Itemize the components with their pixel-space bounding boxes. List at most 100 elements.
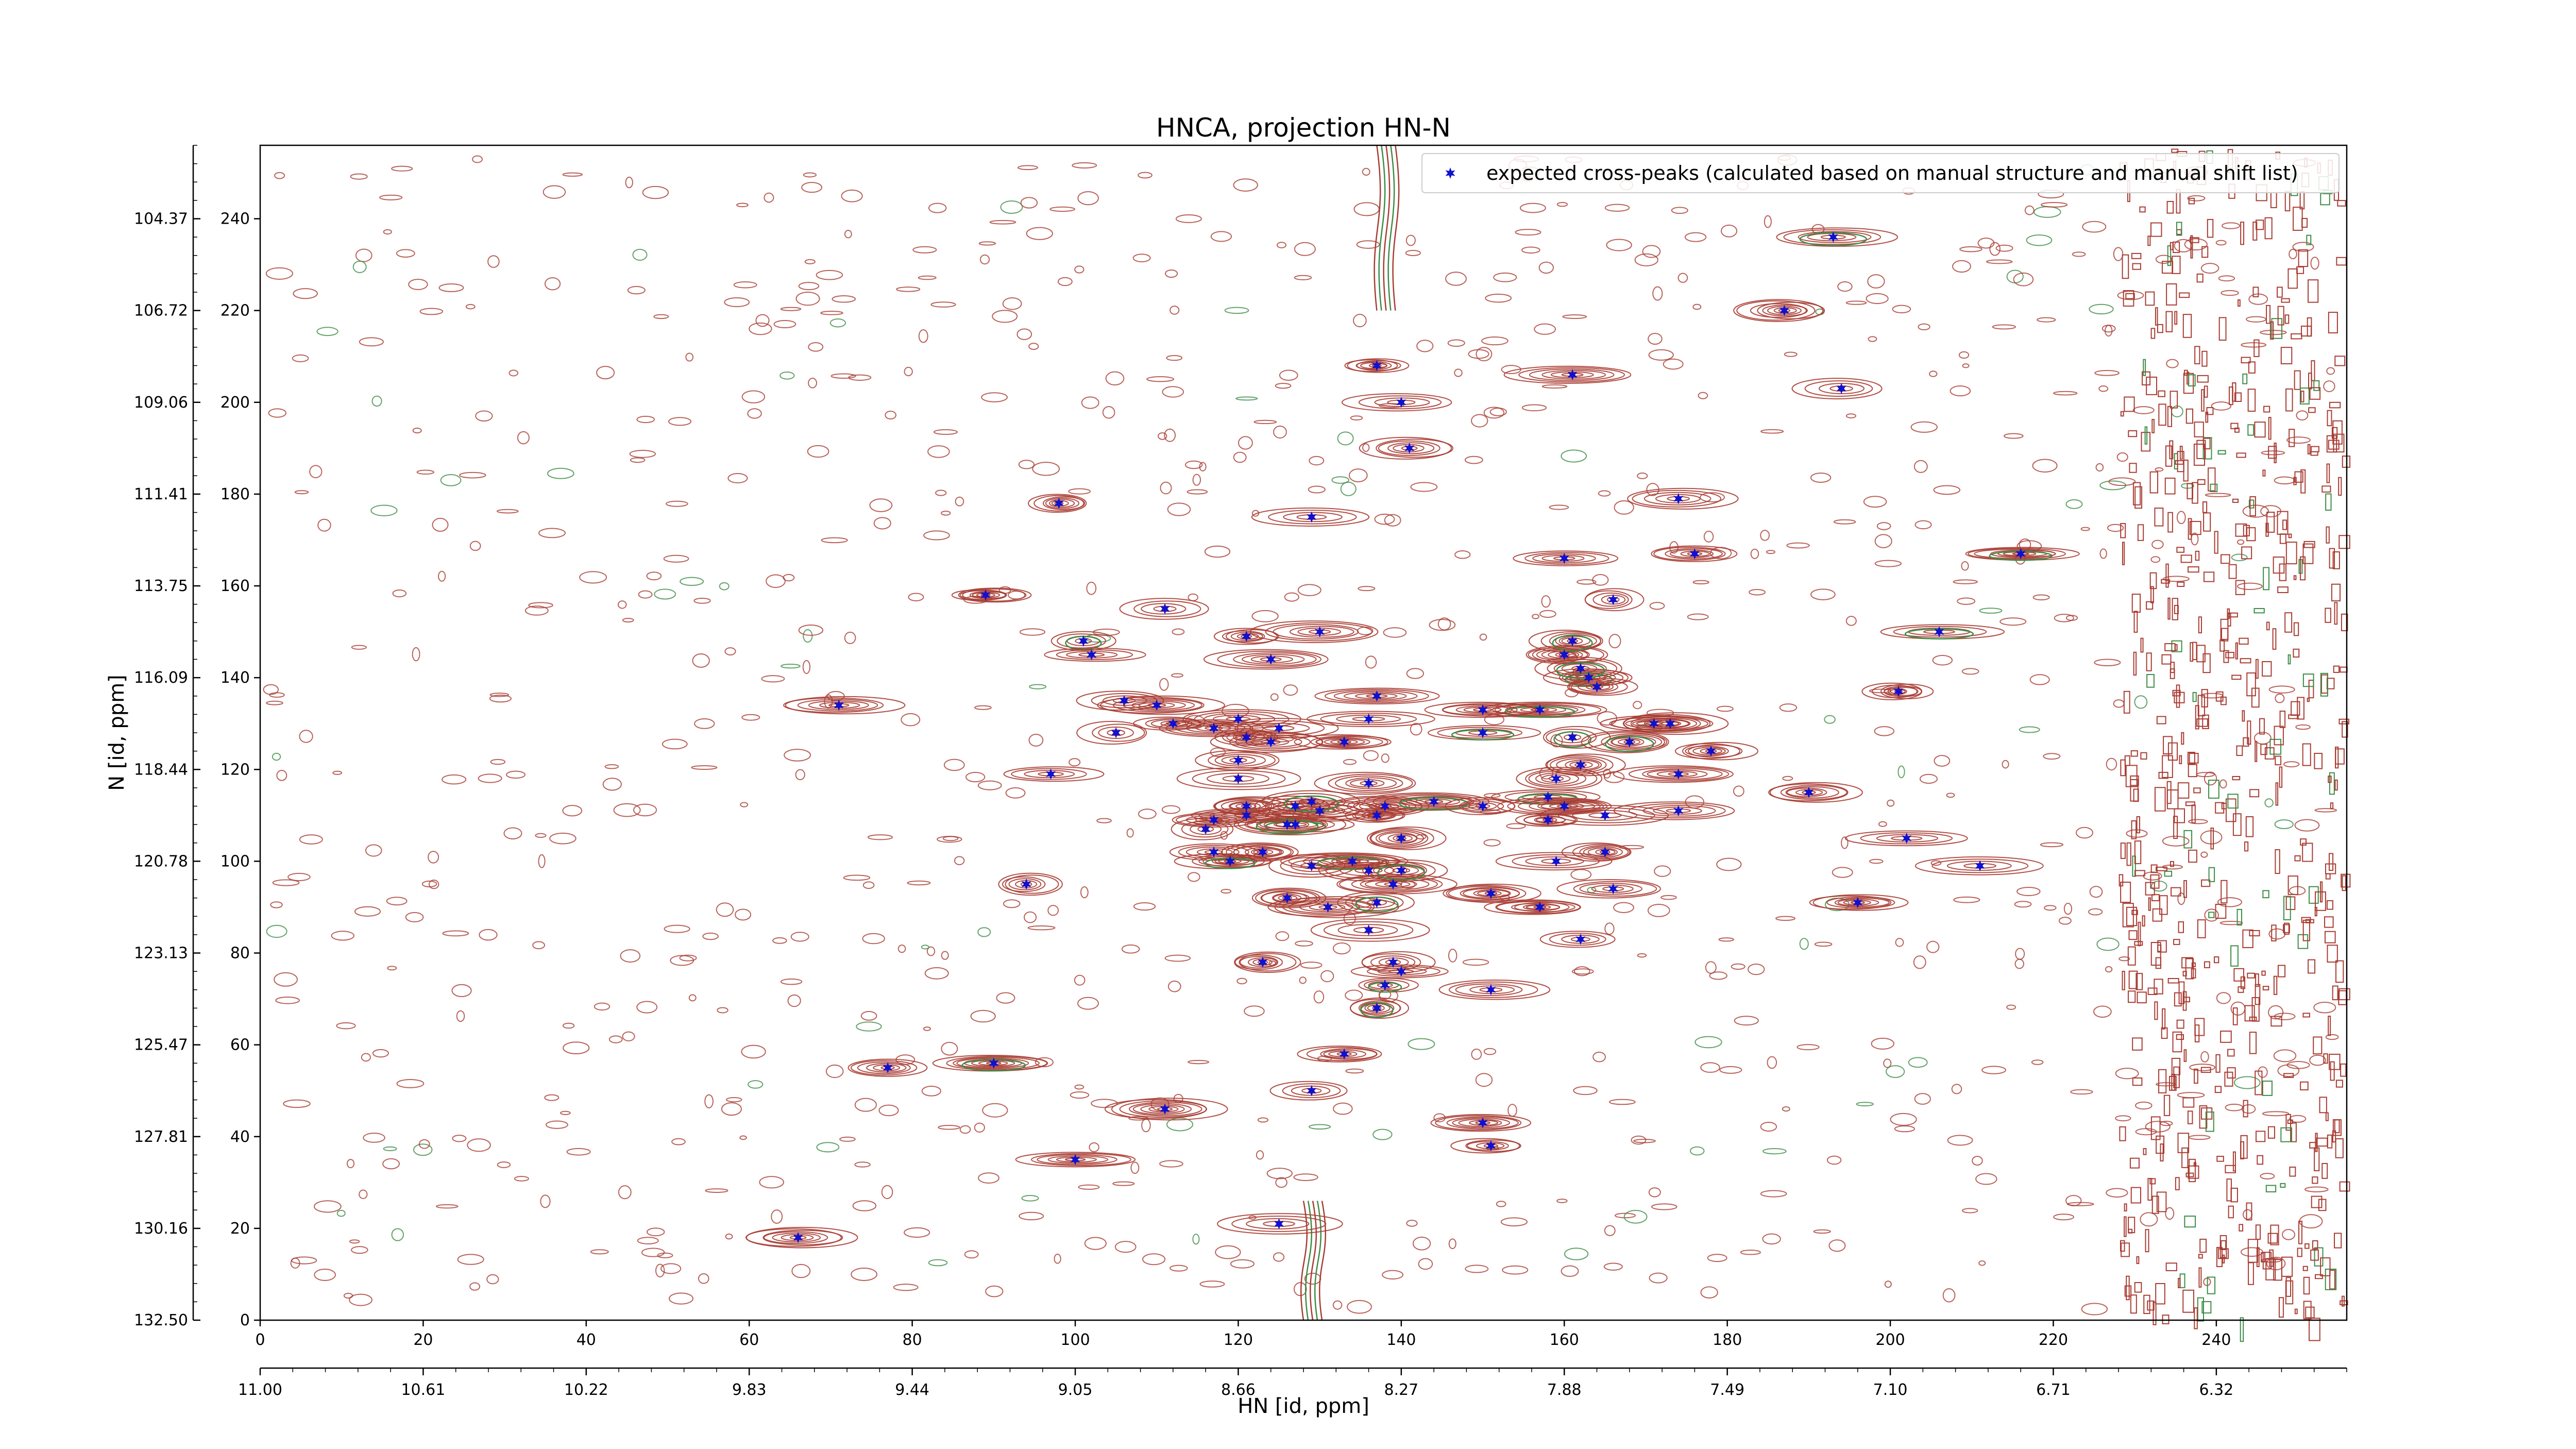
noise-contour (1951, 1084, 1962, 1094)
noise-contour (736, 203, 749, 208)
noise-contour (755, 314, 770, 327)
peak-contour (1337, 891, 1415, 914)
noise-contour (2308, 680, 2314, 699)
x-ppm-tick-label: 10.61 (401, 1381, 445, 1399)
noise-contour (2271, 924, 2277, 941)
noise-contour (829, 318, 846, 328)
peak-contour (1288, 900, 1360, 914)
cross-peak-marker (1388, 878, 1398, 890)
noise-contour (1235, 396, 1258, 401)
peak-contour (1249, 722, 1310, 734)
cross-peak-marker (1371, 810, 1382, 821)
noise-contour (2128, 430, 2138, 437)
peak-contour (1273, 624, 1359, 640)
noise-contour (2332, 420, 2343, 445)
cross-peak-marker (883, 1062, 893, 1074)
peak-contour (1250, 655, 1293, 663)
noise-contour (314, 1269, 336, 1281)
peak-contour (1360, 1002, 1395, 1015)
noise-contour (1332, 1300, 1343, 1310)
noise-contour (316, 327, 338, 336)
noise-contour (2307, 444, 2311, 454)
noise-contour (748, 1080, 764, 1089)
noise-contour (1275, 931, 1290, 941)
x-axis-label: HN [id, ppm] (1238, 1394, 1369, 1418)
noise-contour (2198, 1254, 2203, 1259)
cross-peak-marker (1600, 810, 1610, 821)
noise-contour (549, 832, 577, 845)
noise-contour (2255, 973, 2259, 987)
peak-contour (1546, 753, 1626, 777)
noise-contour (2227, 794, 2239, 809)
noise-contour (1348, 468, 1368, 482)
cross-peak-marker (1665, 718, 1675, 730)
x-ppm-tick-label: 9.44 (895, 1381, 929, 1399)
noise-contour (2247, 1239, 2258, 1263)
noise-contour (1952, 260, 1971, 273)
noise-contour (2139, 206, 2146, 213)
noise-contour (1233, 178, 1258, 192)
peak-contour (1581, 730, 1669, 753)
noise-contour (716, 902, 734, 917)
noise-contour (904, 1227, 930, 1238)
peak-contour (1525, 856, 1584, 866)
noise-contour (2329, 853, 2334, 871)
noise-contour (2230, 945, 2239, 967)
noise-contour (2307, 317, 2312, 337)
noise-contour (517, 431, 530, 445)
noise-contour (2325, 493, 2332, 511)
cross-peak-marker (1649, 718, 1659, 730)
noise-contour (2180, 554, 2192, 563)
noise-contour (1700, 492, 1725, 502)
x-ppm-tick-label: 11.00 (238, 1381, 282, 1399)
peak-contour (1611, 737, 1645, 747)
noise-contour (1382, 1270, 1404, 1280)
noise-contour (359, 337, 384, 347)
peak-contour (1656, 770, 1698, 778)
noise-contour (941, 1041, 958, 1056)
noise-contour (1606, 239, 1632, 251)
noise-contour (489, 693, 510, 697)
peak-contour (958, 587, 1032, 603)
noise-contour (1813, 1229, 1831, 1234)
noise-contour (2176, 222, 2182, 236)
noise-contour (979, 254, 990, 265)
noise-contour (1885, 1065, 1905, 1078)
noise-contour (2174, 604, 2179, 614)
noise-contour (418, 1139, 430, 1149)
noise-contour (2219, 639, 2225, 652)
peak-contour (1234, 954, 1283, 970)
noise-contour (2132, 855, 2136, 877)
noise-contour (1350, 415, 1363, 421)
noise-contour (1188, 872, 1200, 882)
noise-contour (2150, 222, 2162, 237)
noise-contour (2123, 290, 2134, 307)
noise-contour (1953, 579, 1978, 584)
noise-contour (265, 267, 293, 280)
noise-contour (629, 449, 656, 458)
noise-contour (1633, 701, 1642, 710)
noise-contour (2089, 886, 2103, 898)
cross-peak-marker (1567, 731, 1578, 743)
noise-contour (2132, 1077, 2143, 1086)
noise-contour (780, 978, 803, 985)
noise-contour (1534, 323, 1556, 335)
noise-contour (854, 1161, 871, 1168)
noise-contour (2210, 827, 2214, 850)
noise-contour (2302, 543, 2314, 564)
peak-contour (1786, 787, 1827, 797)
noise-contour (1273, 1252, 1285, 1262)
noise-contour (2310, 1249, 2319, 1261)
noise-contour (2165, 1262, 2177, 1271)
x-ppm-tick-label: 9.05 (1058, 1381, 1093, 1399)
noise-contour (590, 1249, 609, 1255)
noise-contour (2219, 920, 2243, 925)
peak-contour (772, 1233, 821, 1243)
noise-contour (1184, 460, 1203, 469)
noise-contour (1170, 306, 1180, 315)
noise-contour (467, 1138, 491, 1152)
noise-contour (2239, 1224, 2244, 1232)
noise-contour (2076, 827, 2094, 839)
cross-peak-marker (1551, 773, 1561, 785)
noise-contour (266, 924, 287, 938)
